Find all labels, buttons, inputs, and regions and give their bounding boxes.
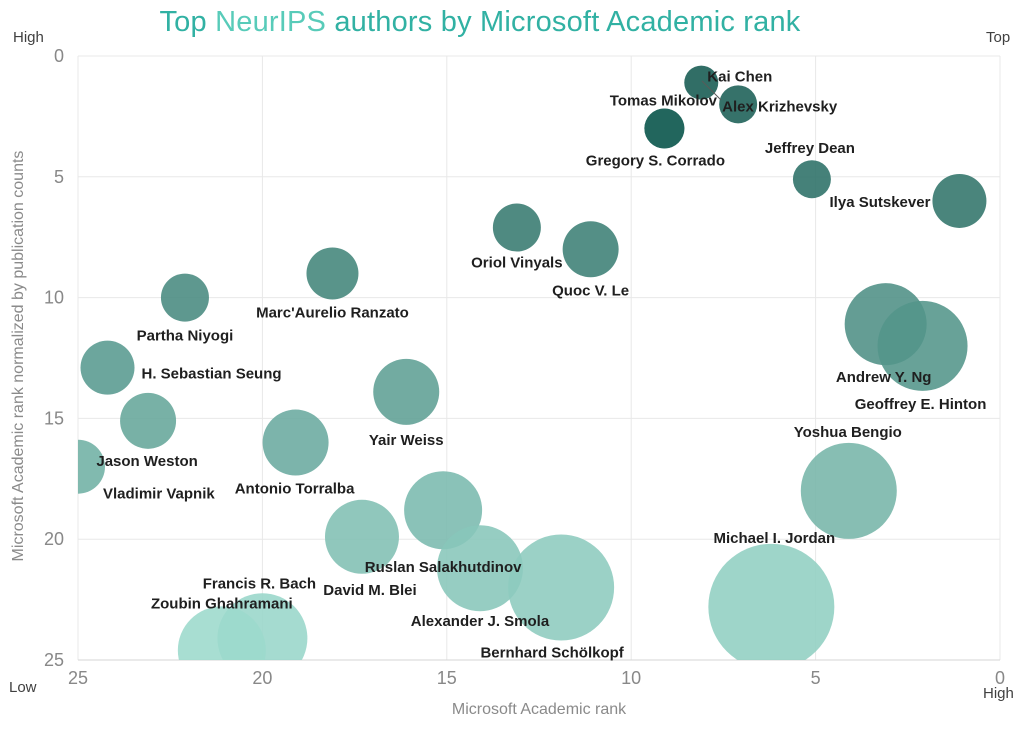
bubble-label-ruslan-salakhutdinov: Ruslan Salakhutdinov bbox=[365, 559, 522, 576]
x-tick-0: 0 bbox=[995, 668, 1005, 688]
x-axis-title: Microsoft Academic rank bbox=[451, 701, 627, 718]
y-tick-25: 25 bbox=[44, 650, 64, 670]
y-tick-10: 10 bbox=[44, 288, 64, 308]
bubble-oriol-vinyals[interactable] bbox=[492, 203, 541, 252]
bubble-label-vladimir-vapnik: Vladimir Vapnik bbox=[103, 486, 215, 503]
bubble-label-david-m-blei: David M. Blei bbox=[323, 582, 416, 599]
y-axis-start-label-low: Low bbox=[9, 679, 37, 696]
chart-title-prefix: Top bbox=[159, 6, 216, 38]
bubble-zoubin-ghahramani[interactable] bbox=[177, 606, 266, 694]
bubble-yair-weiss[interactable] bbox=[373, 358, 440, 425]
bubble-label-alex-krizhevsky: Alex Krizhevsky bbox=[722, 98, 838, 115]
bubble-label-marc-aurelio-ranzato: Marc'Aurelio Ranzato bbox=[256, 304, 409, 321]
bubble-label-yair-weiss: Yair Weiss bbox=[369, 432, 444, 449]
chart-title-suffix: authors by Microsoft Academic rank bbox=[326, 6, 801, 38]
bubble-h-sebastian-seung[interactable] bbox=[80, 340, 135, 395]
chart-title: Top NeurIPS authors by Microsoft Academi… bbox=[0, 6, 960, 39]
bubble-michael-i-jordan[interactable] bbox=[708, 543, 835, 670]
y-tick-0: 0 bbox=[54, 46, 64, 66]
bubble-label-kai-chen: Kai Chen bbox=[707, 69, 772, 86]
x-tick-15: 15 bbox=[437, 668, 457, 688]
y-tick-20: 20 bbox=[44, 529, 64, 549]
y-tick-5: 5 bbox=[54, 167, 64, 187]
bubble-label-jason-weston: Jason Weston bbox=[96, 453, 197, 470]
bubble-yoshua-bengio[interactable] bbox=[800, 442, 897, 539]
bubble-david-m-blei[interactable] bbox=[324, 499, 399, 574]
bubble-label-h-sebastian-seung: H. Sebastian Seung bbox=[142, 366, 282, 383]
bubble-label-gregory-s-corrado: Gregory S. Corrado bbox=[586, 152, 725, 169]
x-axis-end-label-top: Top bbox=[986, 29, 1011, 46]
bubble-vladimir-vapnik[interactable] bbox=[51, 439, 105, 494]
bubble-jason-weston[interactable] bbox=[120, 392, 177, 449]
bubble-layer bbox=[51, 65, 987, 694]
x-tick-5: 5 bbox=[811, 668, 821, 688]
chart-title-neurips: NeurIPS bbox=[215, 6, 327, 38]
y-tick-15: 15 bbox=[44, 408, 64, 428]
bubble-label-zoubin-ghahramani: Zoubin Ghahramani bbox=[151, 595, 293, 612]
bubble-partha-niyogi[interactable] bbox=[160, 273, 209, 322]
bubble-marc-aurelio-ranzato[interactable] bbox=[306, 247, 359, 300]
bubble-label-jeffrey-dean: Jeffrey Dean bbox=[765, 140, 855, 157]
x-tick-20: 20 bbox=[252, 668, 272, 688]
bubble-label-partha-niyogi: Partha Niyogi bbox=[137, 328, 234, 345]
bubble-label-michael-i-jordan: Michael I. Jordan bbox=[713, 530, 835, 547]
label-leader-line bbox=[701, 80, 722, 101]
bubble-bernhard-sch-lkopf[interactable] bbox=[508, 534, 615, 641]
bubble-label-bernhard-sch-lkopf: Bernhard Schölkopf bbox=[480, 645, 624, 662]
bubble-label-quoc-v-le: Quoc V. Le bbox=[552, 282, 629, 299]
bubble-label-geoffrey-e-hinton: Geoffrey E. Hinton bbox=[855, 396, 987, 413]
bubble-geoffrey-e-hinton[interactable] bbox=[877, 300, 968, 391]
bubble-quoc-v-le[interactable] bbox=[562, 221, 619, 278]
bubble-jeffrey-dean[interactable] bbox=[792, 160, 831, 199]
bubble-label-francis-r-bach: Francis R. Bach bbox=[203, 575, 316, 592]
x-axis-start-label-high: High bbox=[983, 685, 1014, 702]
bubble-label-tomas-mikolov: Tomas Mikolov bbox=[610, 92, 718, 109]
bubble-kai-chen[interactable] bbox=[684, 65, 719, 100]
bubble-ilya-sutskever[interactable] bbox=[932, 173, 987, 228]
bubble-label-antonio-torralba: Antonio Torralba bbox=[235, 481, 355, 498]
bubble-gregory-s-corrado[interactable] bbox=[644, 108, 685, 149]
x-tick-10: 10 bbox=[621, 668, 641, 688]
bubble-label-andrew-y-ng: Andrew Y. Ng bbox=[836, 369, 932, 386]
bubble-label-oriol-vinyals: Oriol Vinyals bbox=[471, 255, 562, 272]
bubble-label-alexander-j-smola: Alexander J. Smola bbox=[411, 613, 550, 630]
bubble-label-ilya-sutskever: Ilya Sutskever bbox=[830, 194, 931, 211]
x-tick-25: 25 bbox=[68, 668, 88, 688]
bubble-alex-krizhevsky[interactable] bbox=[719, 85, 758, 124]
bubble-label-yoshua-bengio: Yoshua Bengio bbox=[794, 424, 902, 441]
bubble-antonio-torralba[interactable] bbox=[262, 409, 329, 476]
bubble-alexander-j-smola[interactable] bbox=[436, 525, 523, 612]
y-axis-end-label-high: High bbox=[13, 29, 44, 46]
